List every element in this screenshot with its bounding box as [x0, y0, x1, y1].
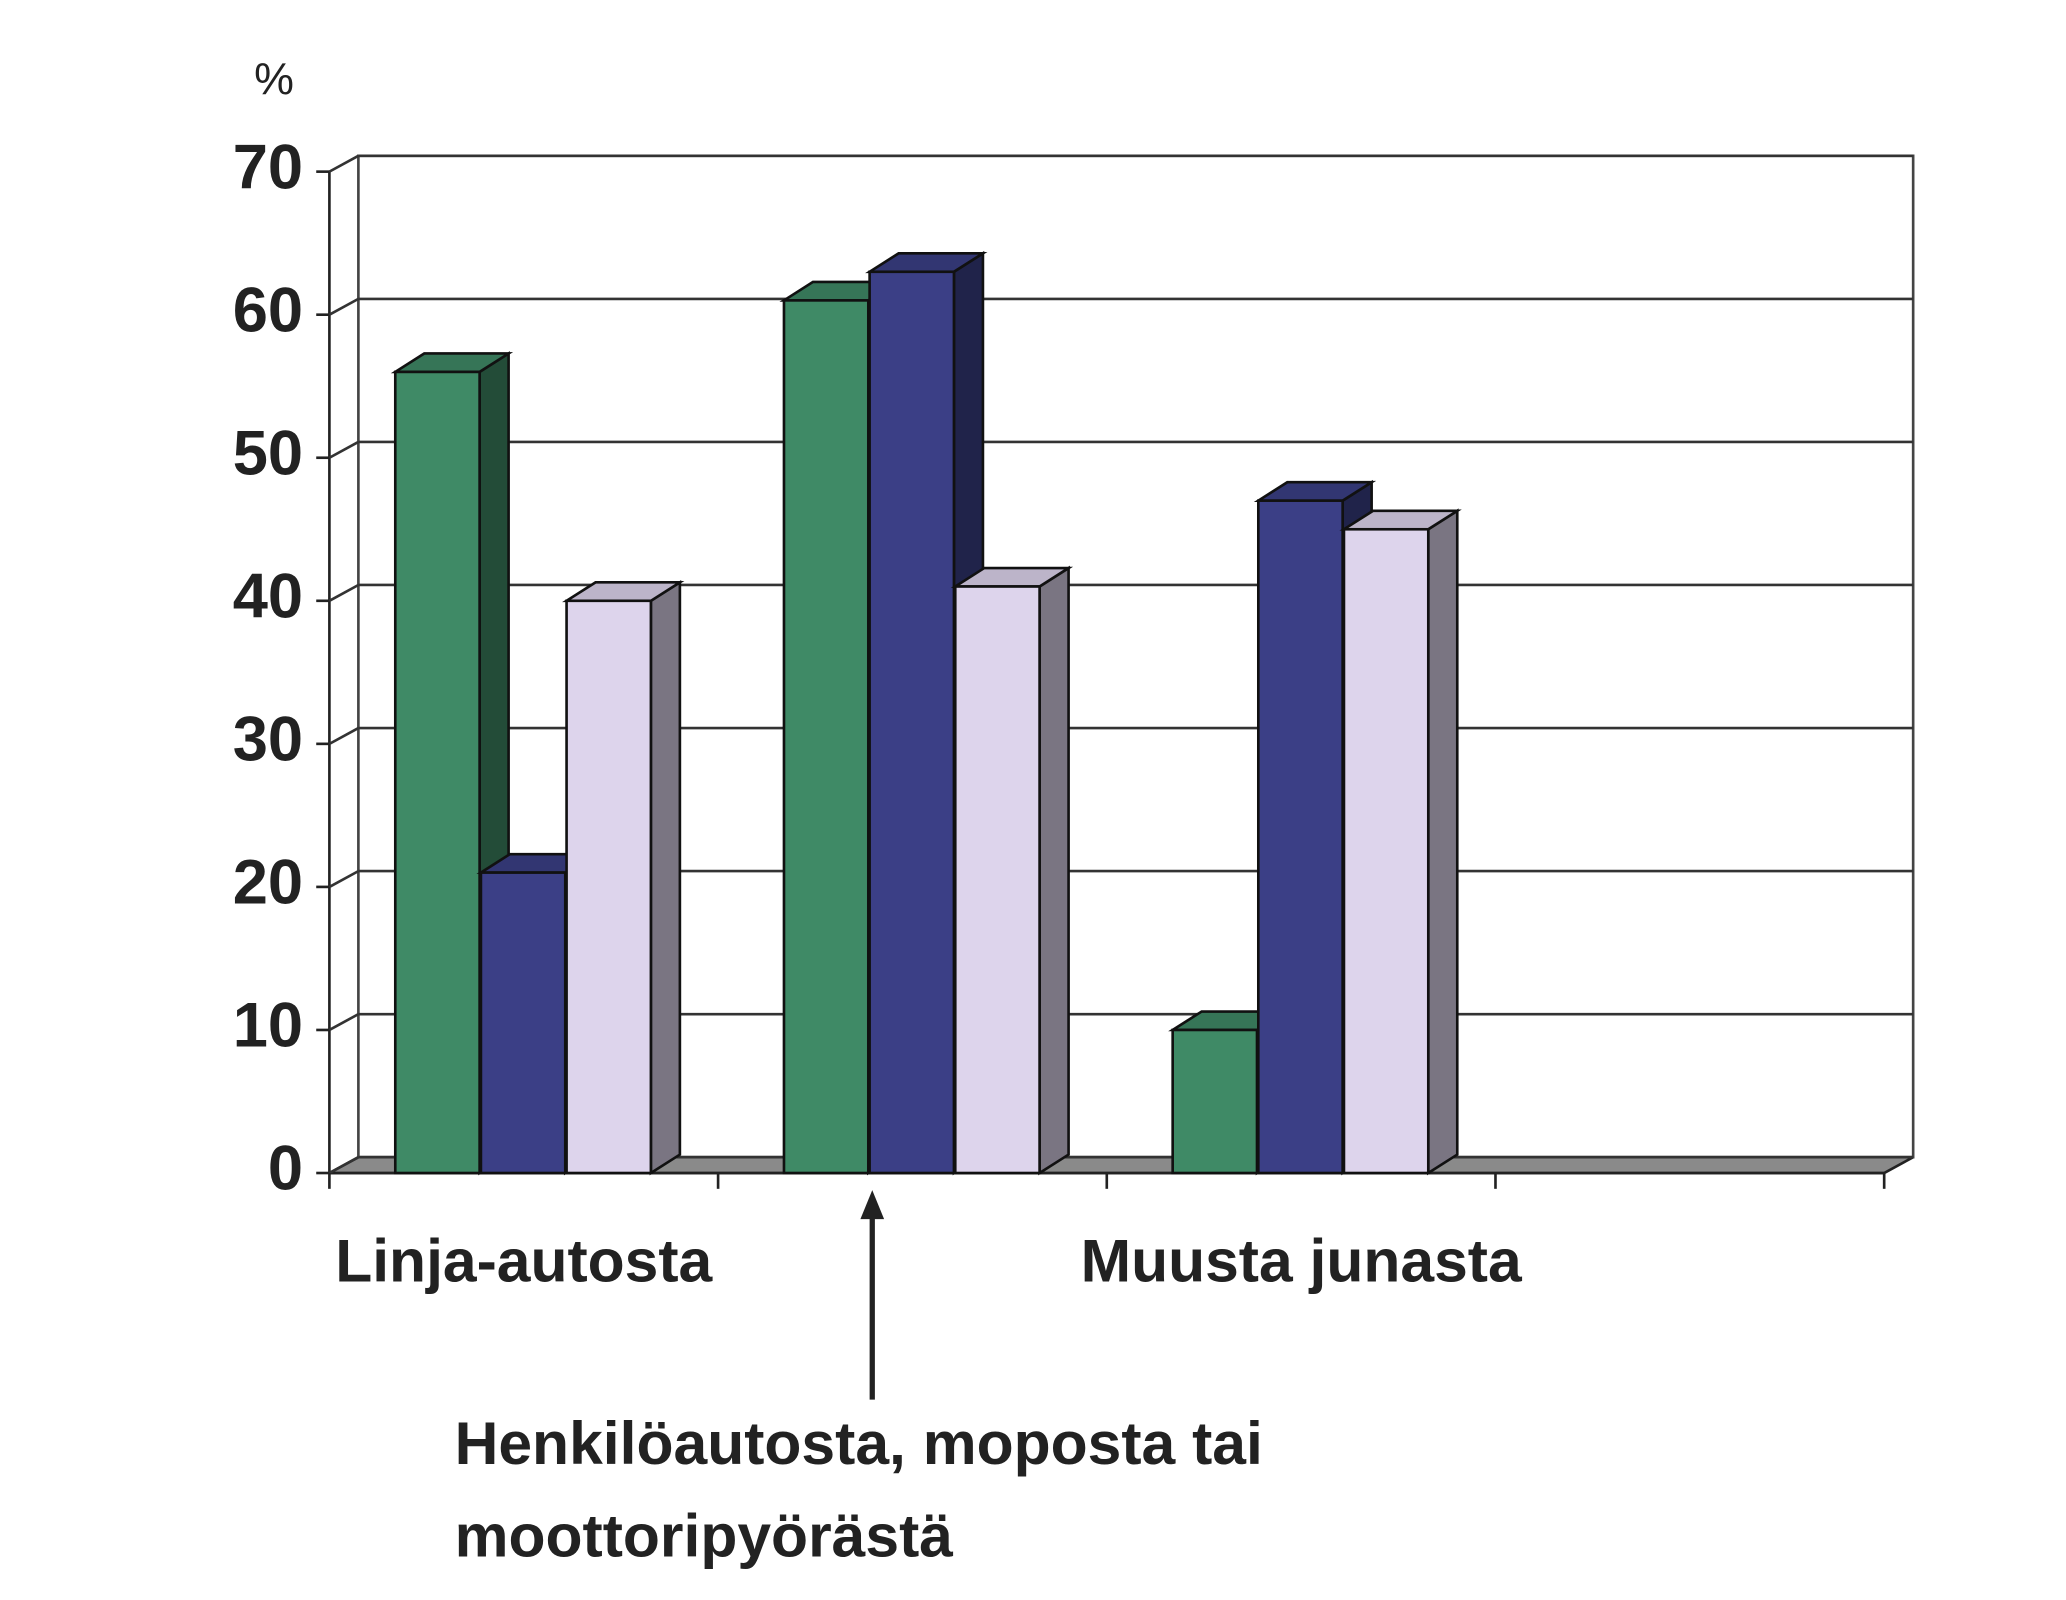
arrow-head — [860, 1190, 885, 1220]
bar-side — [1426, 508, 1459, 1176]
y-tick-label: 10 — [233, 991, 303, 1061]
bar-front — [479, 871, 567, 1175]
bar-front — [868, 270, 956, 1175]
y-tick-label: 50 — [233, 418, 303, 488]
bar — [1339, 508, 1462, 1176]
side-grid-line — [328, 1156, 360, 1175]
side-grid-line — [328, 583, 360, 602]
side-grid-line — [328, 154, 360, 173]
y-tick-label: 0 — [268, 1134, 303, 1204]
bar-front — [1171, 1028, 1259, 1175]
side-grid-line — [328, 440, 360, 459]
side-grid-line — [328, 297, 360, 316]
x-tick-label: Muusta junasta — [1081, 1226, 1523, 1294]
side-grid-line — [328, 869, 360, 889]
x-tick-label: Linja-autosta — [335, 1226, 713, 1294]
y-tick-label: 70 — [233, 132, 303, 202]
bar-front — [565, 599, 653, 1175]
y-tick-label: 40 — [233, 562, 303, 632]
side-grid-line — [328, 726, 360, 746]
bar — [950, 565, 1074, 1176]
bar-front — [393, 370, 481, 1175]
y-axis-label: % — [254, 54, 294, 104]
bar-side — [1038, 565, 1070, 1176]
bar-side — [649, 579, 682, 1176]
bar-front — [1256, 499, 1344, 1175]
x-tick-label: Henkilöautosta, moposta tai moottoripyör… — [454, 1408, 1263, 1570]
bar-front — [1342, 527, 1430, 1175]
bar-front — [782, 299, 870, 1175]
bar-front — [953, 585, 1041, 1175]
y-tick-label: 60 — [233, 275, 303, 345]
category-annotation: Henkilöautosta, moposta tai moottoripyör… — [454, 1408, 1263, 1570]
y-tick-label: 20 — [233, 848, 303, 918]
y-tick-label: 30 — [233, 705, 303, 775]
bar — [562, 579, 685, 1176]
side-grid-line — [328, 1012, 360, 1032]
